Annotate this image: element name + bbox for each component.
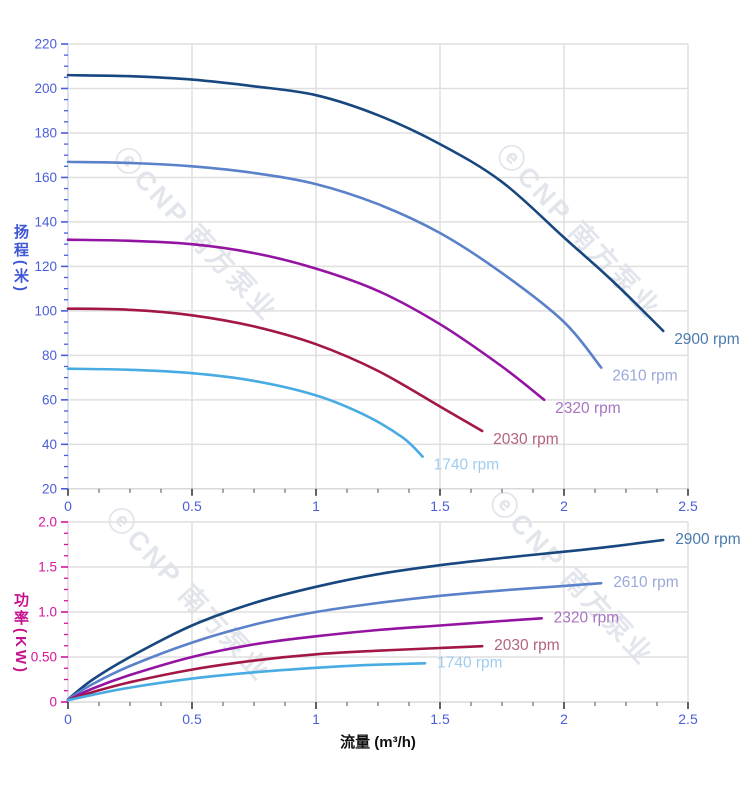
watermark-text: ⓔCNP 南方泵业 [108,141,285,327]
x-tick-label: 0 [64,711,72,727]
curve-label-2320-rpm: 2320 rpm [555,400,620,417]
curve-label-2030-rpm: 2030 rpm [494,637,559,654]
chart-power: 2.0 1.5 1.0 0.50 00 0.5 1 1.5 2 2.5 2900 rpm 2610 r… [31,515,741,728]
y-tick-label: 40 [42,437,57,452]
x-tick-label: 2 [560,711,568,727]
curve-label-2900-rpm: 2900 rpm [674,331,739,348]
watermark-text: ⓔCNP 南方泵业 [491,138,668,324]
curve-2320-rpm [66,238,546,402]
x-tick-label: 1 [312,711,320,727]
x-tick-label: 2 [560,498,568,514]
x-tick-label: 1.5 [430,711,450,727]
curve-label-2900-rpm: 2900 rpm [675,531,740,548]
curve-2900-rpm [66,538,665,701]
y-tick-label: 80 [42,348,57,363]
x-tick-label: 0 [64,498,72,514]
curve-2610-rpm [66,581,603,701]
x-tick-label: 1 [312,498,320,514]
y-tick-label: 1.5 [38,560,57,575]
y-tick-label: 0 [49,695,57,710]
y-tick-label: 200 [34,81,57,96]
y-tick-label: 160 [34,170,57,185]
y-tick-label: 20 [42,481,57,496]
curve-1740-rpm [66,662,427,702]
power-axis-title: 功率(KW) [12,592,29,675]
x-tick-label: 0.5 [182,498,202,514]
head-axis-title: 扬程(米) [12,224,29,294]
x-tick-label: 2.5 [678,498,698,514]
curve-label-2030-rpm: 2030 rpm [493,431,558,448]
y-tick-label: 60 [42,392,57,407]
curve-1740-rpm [66,367,424,458]
curve-2030-rpm [66,644,484,702]
curve-2320-rpm [66,617,543,702]
y-tick-label: 220 [34,37,57,52]
x-tick-label: 0.5 [182,711,202,727]
y-tick-label: 140 [34,214,57,229]
curve-2900-rpm [66,73,665,333]
y-tick-label: 1.0 [38,605,57,620]
y-tick-label: 100 [34,303,57,318]
y-tick-label: 180 [34,125,57,140]
y-tick-label: 0.50 [31,650,57,665]
curve-label-1740-rpm: 1740 rpm [437,654,502,671]
curve-2030-rpm [66,307,484,433]
y-tick-label: 2.0 [38,515,57,530]
curve-label-2320-rpm: 2320 rpm [554,609,619,626]
y-tick-label: 120 [34,259,57,274]
curve-label-1740-rpm: 1740 rpm [434,457,499,474]
curve-2610-rpm [66,160,603,369]
curve-label-2610-rpm: 2610 rpm [613,574,678,591]
curve-label-2610-rpm: 2610 rpm [612,368,677,385]
x-tick-label: 1.5 [430,498,450,514]
x-tick-label: 2.5 [678,711,698,727]
flow-axis-title: 流量 (m³/h) [340,734,416,751]
